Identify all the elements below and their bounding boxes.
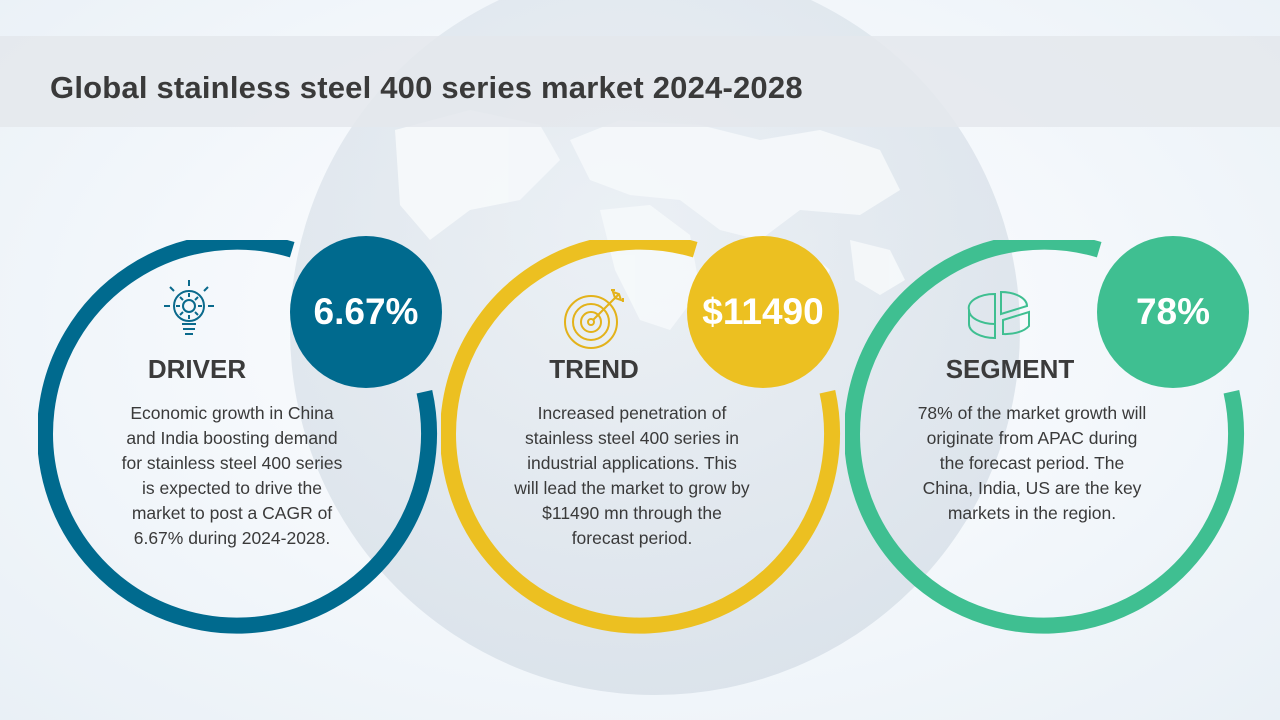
lightbulb-gear-icon [164,280,214,335]
segment-card: 78% SEGMENT 78% of the market growth wil… [845,236,1249,640]
segment-description: 78% of the market growth will originate … [917,403,1147,523]
trend-value-badge: $11490 [687,236,839,388]
trend-label: TREND [549,354,639,384]
segment-label: SEGMENT [945,354,1075,384]
segment-value-badge: 78% [1097,236,1249,388]
trend-card: $11490 TREND Increased penetration of st… [441,236,841,640]
driver-card: 6.67% DRIVER Economic growth in China an… [38,236,442,640]
segment-ring [845,240,1244,634]
driver-value-badge: 6.67% [290,236,442,388]
pie-chart-icon [967,290,1030,340]
driver-label: DRIVER [147,354,247,384]
driver-description: Economic growth in China and India boost… [121,403,343,548]
driver-ring [38,240,437,634]
title-band [0,36,1280,127]
trend-description: Increased penetration of stainless steel… [514,403,750,548]
page-title: Global stainless steel 400 series market… [50,70,803,105]
trend-ring [441,240,840,634]
target-arrow-icon [564,289,624,349]
